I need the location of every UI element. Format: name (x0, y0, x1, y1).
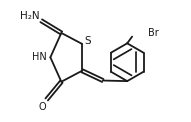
Text: H₂N: H₂N (20, 11, 40, 21)
Text: Br: Br (148, 28, 159, 38)
Text: HN: HN (32, 52, 47, 62)
Text: S: S (84, 36, 91, 46)
Text: O: O (39, 102, 47, 112)
